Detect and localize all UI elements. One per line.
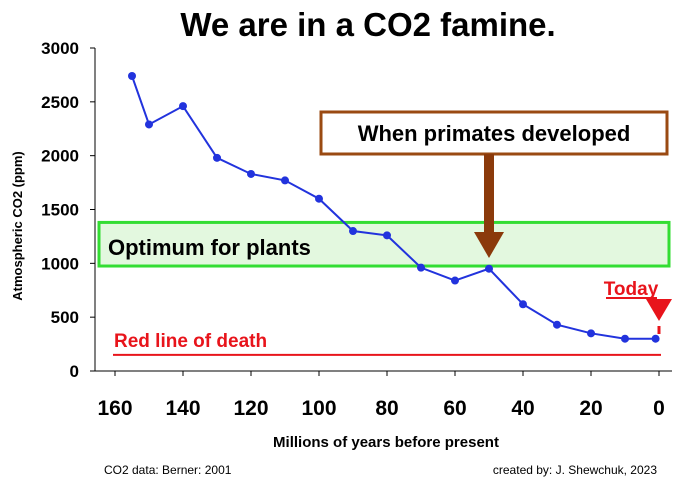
data-point <box>651 334 660 343</box>
x-tick-label: 60 <box>443 397 466 420</box>
data-point <box>247 169 255 178</box>
data-point <box>145 120 153 129</box>
x-tick-label: 120 <box>233 397 268 420</box>
data-point <box>349 227 357 236</box>
x-tick-label: 160 <box>97 397 132 420</box>
data-point <box>553 320 561 329</box>
co2-series-points <box>128 71 660 343</box>
x-tick-label: 140 <box>165 397 200 420</box>
today-arrow <box>646 299 672 321</box>
x-axis-title: Millions of years before present <box>273 434 499 451</box>
death-label: Red line of death <box>114 331 267 352</box>
data-point <box>417 263 425 272</box>
data-point <box>621 334 629 343</box>
primates-arrow-shaft <box>484 154 494 233</box>
x-tick-label: 20 <box>579 397 602 420</box>
primates-box <box>319 110 669 156</box>
x-tick-group: 160 140 120 100 80 60 40 20 0 <box>97 371 665 420</box>
data-point <box>213 153 221 162</box>
primates-arrow-head <box>474 232 504 258</box>
y-tick-label: 500 <box>51 308 79 327</box>
y-tick-label: 1500 <box>41 201 79 220</box>
source-note: CO2 data: Berner: 2001 <box>104 463 232 477</box>
y-tick-label: 0 <box>70 362 79 381</box>
x-tick-label: 40 <box>511 397 534 420</box>
credit-note: created by: J. Shewchuk, 2023 <box>493 463 657 477</box>
y-tick-group: 0 500 1000 1500 2000 2500 3000 <box>41 39 95 381</box>
data-point <box>485 264 493 273</box>
y-axis-title: Atmospheric CO2 (ppm) <box>10 151 25 301</box>
data-point <box>315 194 323 203</box>
y-tick-label: 3000 <box>41 39 79 58</box>
today-label: Today <box>604 279 659 300</box>
data-point <box>451 276 459 285</box>
data-point <box>587 329 595 338</box>
y-tick-label: 2500 <box>41 93 79 112</box>
y-tick-label: 2000 <box>41 147 79 166</box>
x-tick-label: 0 <box>653 397 665 420</box>
x-tick-label: 80 <box>375 397 398 420</box>
y-tick-label: 1000 <box>41 254 79 273</box>
primates-label: When primates developed <box>358 121 631 146</box>
x-tick-label: 100 <box>301 397 336 420</box>
data-point <box>179 102 187 111</box>
data-point <box>128 71 136 80</box>
chart-title: We are in a CO2 famine. <box>180 6 555 43</box>
data-point <box>281 176 289 185</box>
optimum-label: Optimum for plants <box>108 235 311 260</box>
data-point <box>383 231 391 240</box>
optimum-band <box>97 220 671 268</box>
data-point <box>519 300 527 309</box>
